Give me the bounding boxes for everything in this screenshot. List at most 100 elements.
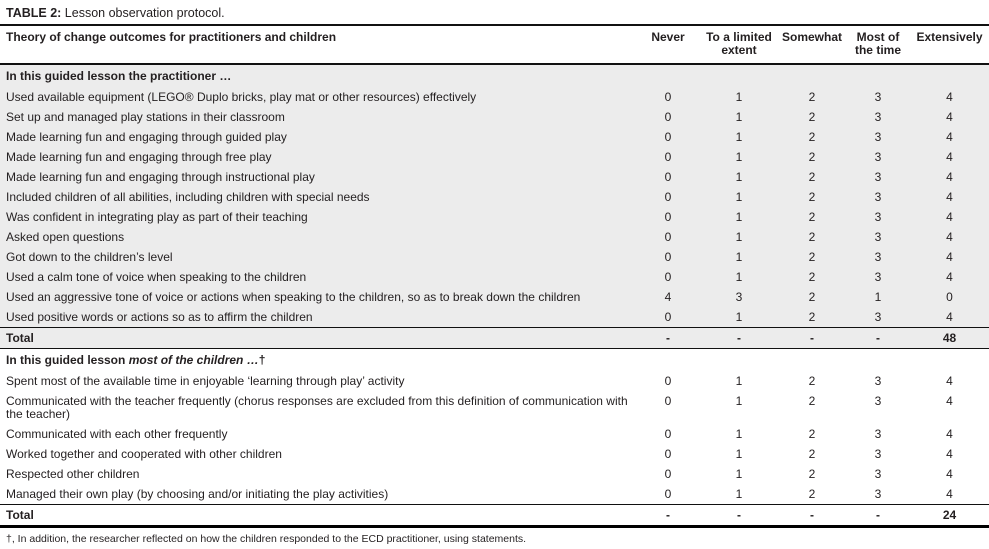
score-cell: 4	[636, 287, 700, 307]
score-cell: 1	[700, 87, 778, 107]
score-cell: 3	[874, 427, 882, 441]
score-cell: 0	[636, 247, 700, 267]
score-cell: 2	[808, 394, 816, 408]
score-cell: 2	[808, 447, 816, 461]
outcome-row: Used a calm tone of voice when speaking …	[0, 267, 989, 287]
total-score-cell: 48	[910, 327, 989, 349]
score-cell: 4	[946, 447, 953, 461]
score-cell: 4	[946, 467, 953, 481]
score-cell: 2	[808, 427, 816, 441]
total-score-cell: -	[778, 504, 846, 528]
outcome-label: Made learning fun and engaging through g…	[0, 127, 636, 147]
score-cell: 2	[808, 467, 816, 481]
outcome-label: Used an aggressive tone of voice or acti…	[0, 287, 636, 307]
outcome-row: Spent most of the available time in enjo…	[0, 371, 989, 391]
total-score-cell: -	[636, 327, 700, 349]
score-cell: 2	[778, 107, 846, 127]
outcome-label: Made learning fun and engaging through i…	[0, 167, 636, 187]
section-header-label: In this guided lesson the practitioner …	[0, 64, 989, 87]
score-cell: 0	[636, 107, 700, 127]
score-cell: 3	[874, 374, 882, 388]
total-score-cell: -	[778, 327, 846, 349]
outcome-row: Was confident in integrating play as par…	[0, 207, 989, 227]
outcome-label: Communicated with the teacher frequently…	[6, 394, 628, 421]
table-header: Theory of change outcomes for practition…	[0, 26, 989, 65]
score-cell: 4	[910, 207, 989, 227]
total-score-cell: -	[846, 504, 910, 528]
total-row: Total - - - -24	[0, 504, 989, 528]
score-cell: 3	[846, 307, 910, 328]
score-cell: 0	[636, 167, 700, 187]
column-header-outcomes: Theory of change outcomes for practition…	[0, 26, 636, 65]
score-cell: 0	[664, 487, 672, 501]
score-cell: 2	[778, 287, 846, 307]
total-score-cell: 24	[910, 504, 989, 528]
score-cell: 4	[946, 374, 953, 388]
outcome-label: Communicated with each other frequently	[6, 427, 228, 441]
score-cell: 1	[735, 427, 743, 441]
table-title-number: TABLE 2:	[6, 6, 62, 20]
score-cell: 1	[846, 287, 910, 307]
score-cell: 1	[700, 207, 778, 227]
outcome-row: Used positive words or actions so as to …	[0, 307, 989, 328]
score-cell: 2	[808, 374, 816, 388]
score-cell: 0	[636, 147, 700, 167]
outcome-row: Included children of all abilities, incl…	[0, 187, 989, 207]
score-cell: 4	[910, 247, 989, 267]
outcome-label: Worked together and cooperated with othe…	[6, 447, 282, 461]
score-cell: 3	[700, 287, 778, 307]
score-cell: 1	[735, 447, 743, 461]
total-score-cell: -	[846, 327, 910, 349]
outcome-label: Respected other children	[6, 467, 140, 481]
score-cell: 4	[910, 267, 989, 287]
score-cell: 4	[910, 147, 989, 167]
score-cell: 4	[910, 87, 989, 107]
total-score-cell: -	[636, 504, 700, 528]
outcome-label: Spent most of the available time in enjo…	[6, 374, 405, 388]
score-cell: 2	[778, 167, 846, 187]
score-cell: 4	[910, 127, 989, 147]
column-header-most-of-time: Most of the time	[846, 26, 910, 65]
score-cell: 1	[700, 247, 778, 267]
score-cell: 2	[808, 487, 816, 501]
score-cell: 4	[910, 307, 989, 328]
observation-table: Theory of change outcomes for practition…	[0, 26, 989, 528]
score-cell: 0	[636, 267, 700, 287]
outcome-row: Communicated with each other frequently 0…	[0, 424, 989, 444]
score-cell: 3	[846, 207, 910, 227]
score-cell: 0	[636, 307, 700, 328]
score-cell: 3	[874, 487, 882, 501]
score-cell: 3	[846, 167, 910, 187]
score-cell: 1	[700, 267, 778, 287]
outcome-label: Asked open questions	[0, 227, 636, 247]
score-cell: 1	[700, 307, 778, 328]
score-cell: 4	[946, 394, 953, 408]
score-cell: 3	[846, 187, 910, 207]
score-cell: 3	[874, 394, 882, 408]
outcome-label: Managed their own play (by choosing and/…	[6, 487, 389, 501]
outcome-label: Included children of all abilities, incl…	[0, 187, 636, 207]
score-cell: 4	[910, 227, 989, 247]
score-cell: 0	[636, 87, 700, 107]
score-cell: 0	[664, 467, 672, 481]
outcome-label: Used positive words or actions so as to …	[0, 307, 636, 328]
outcome-row: Got down to the children’s level 0 1 2 3 4	[0, 247, 989, 267]
table-title: TABLE 2: Lesson observation protocol.	[0, 4, 989, 26]
score-cell: 3	[846, 87, 910, 107]
score-cell: 3	[846, 227, 910, 247]
column-header-extensively: Extensively	[910, 26, 989, 65]
column-header-somewhat: Somewhat	[778, 26, 846, 65]
score-cell: 2	[778, 267, 846, 287]
total-score-cell: -	[700, 504, 778, 528]
score-cell: 0	[636, 187, 700, 207]
total-row: Total - - - -48	[0, 327, 989, 349]
score-cell: 2	[778, 227, 846, 247]
score-cell: 0	[910, 287, 989, 307]
score-cell: 1	[700, 127, 778, 147]
outcome-row: Set up and managed play stations in thei…	[0, 107, 989, 127]
score-cell: 3	[874, 447, 882, 461]
score-cell: 2	[778, 207, 846, 227]
outcome-label: Used available equipment (LEGO® Duplo br…	[0, 87, 636, 107]
section-header-prefix: In this guided lesson	[6, 353, 129, 367]
score-cell: 2	[778, 147, 846, 167]
